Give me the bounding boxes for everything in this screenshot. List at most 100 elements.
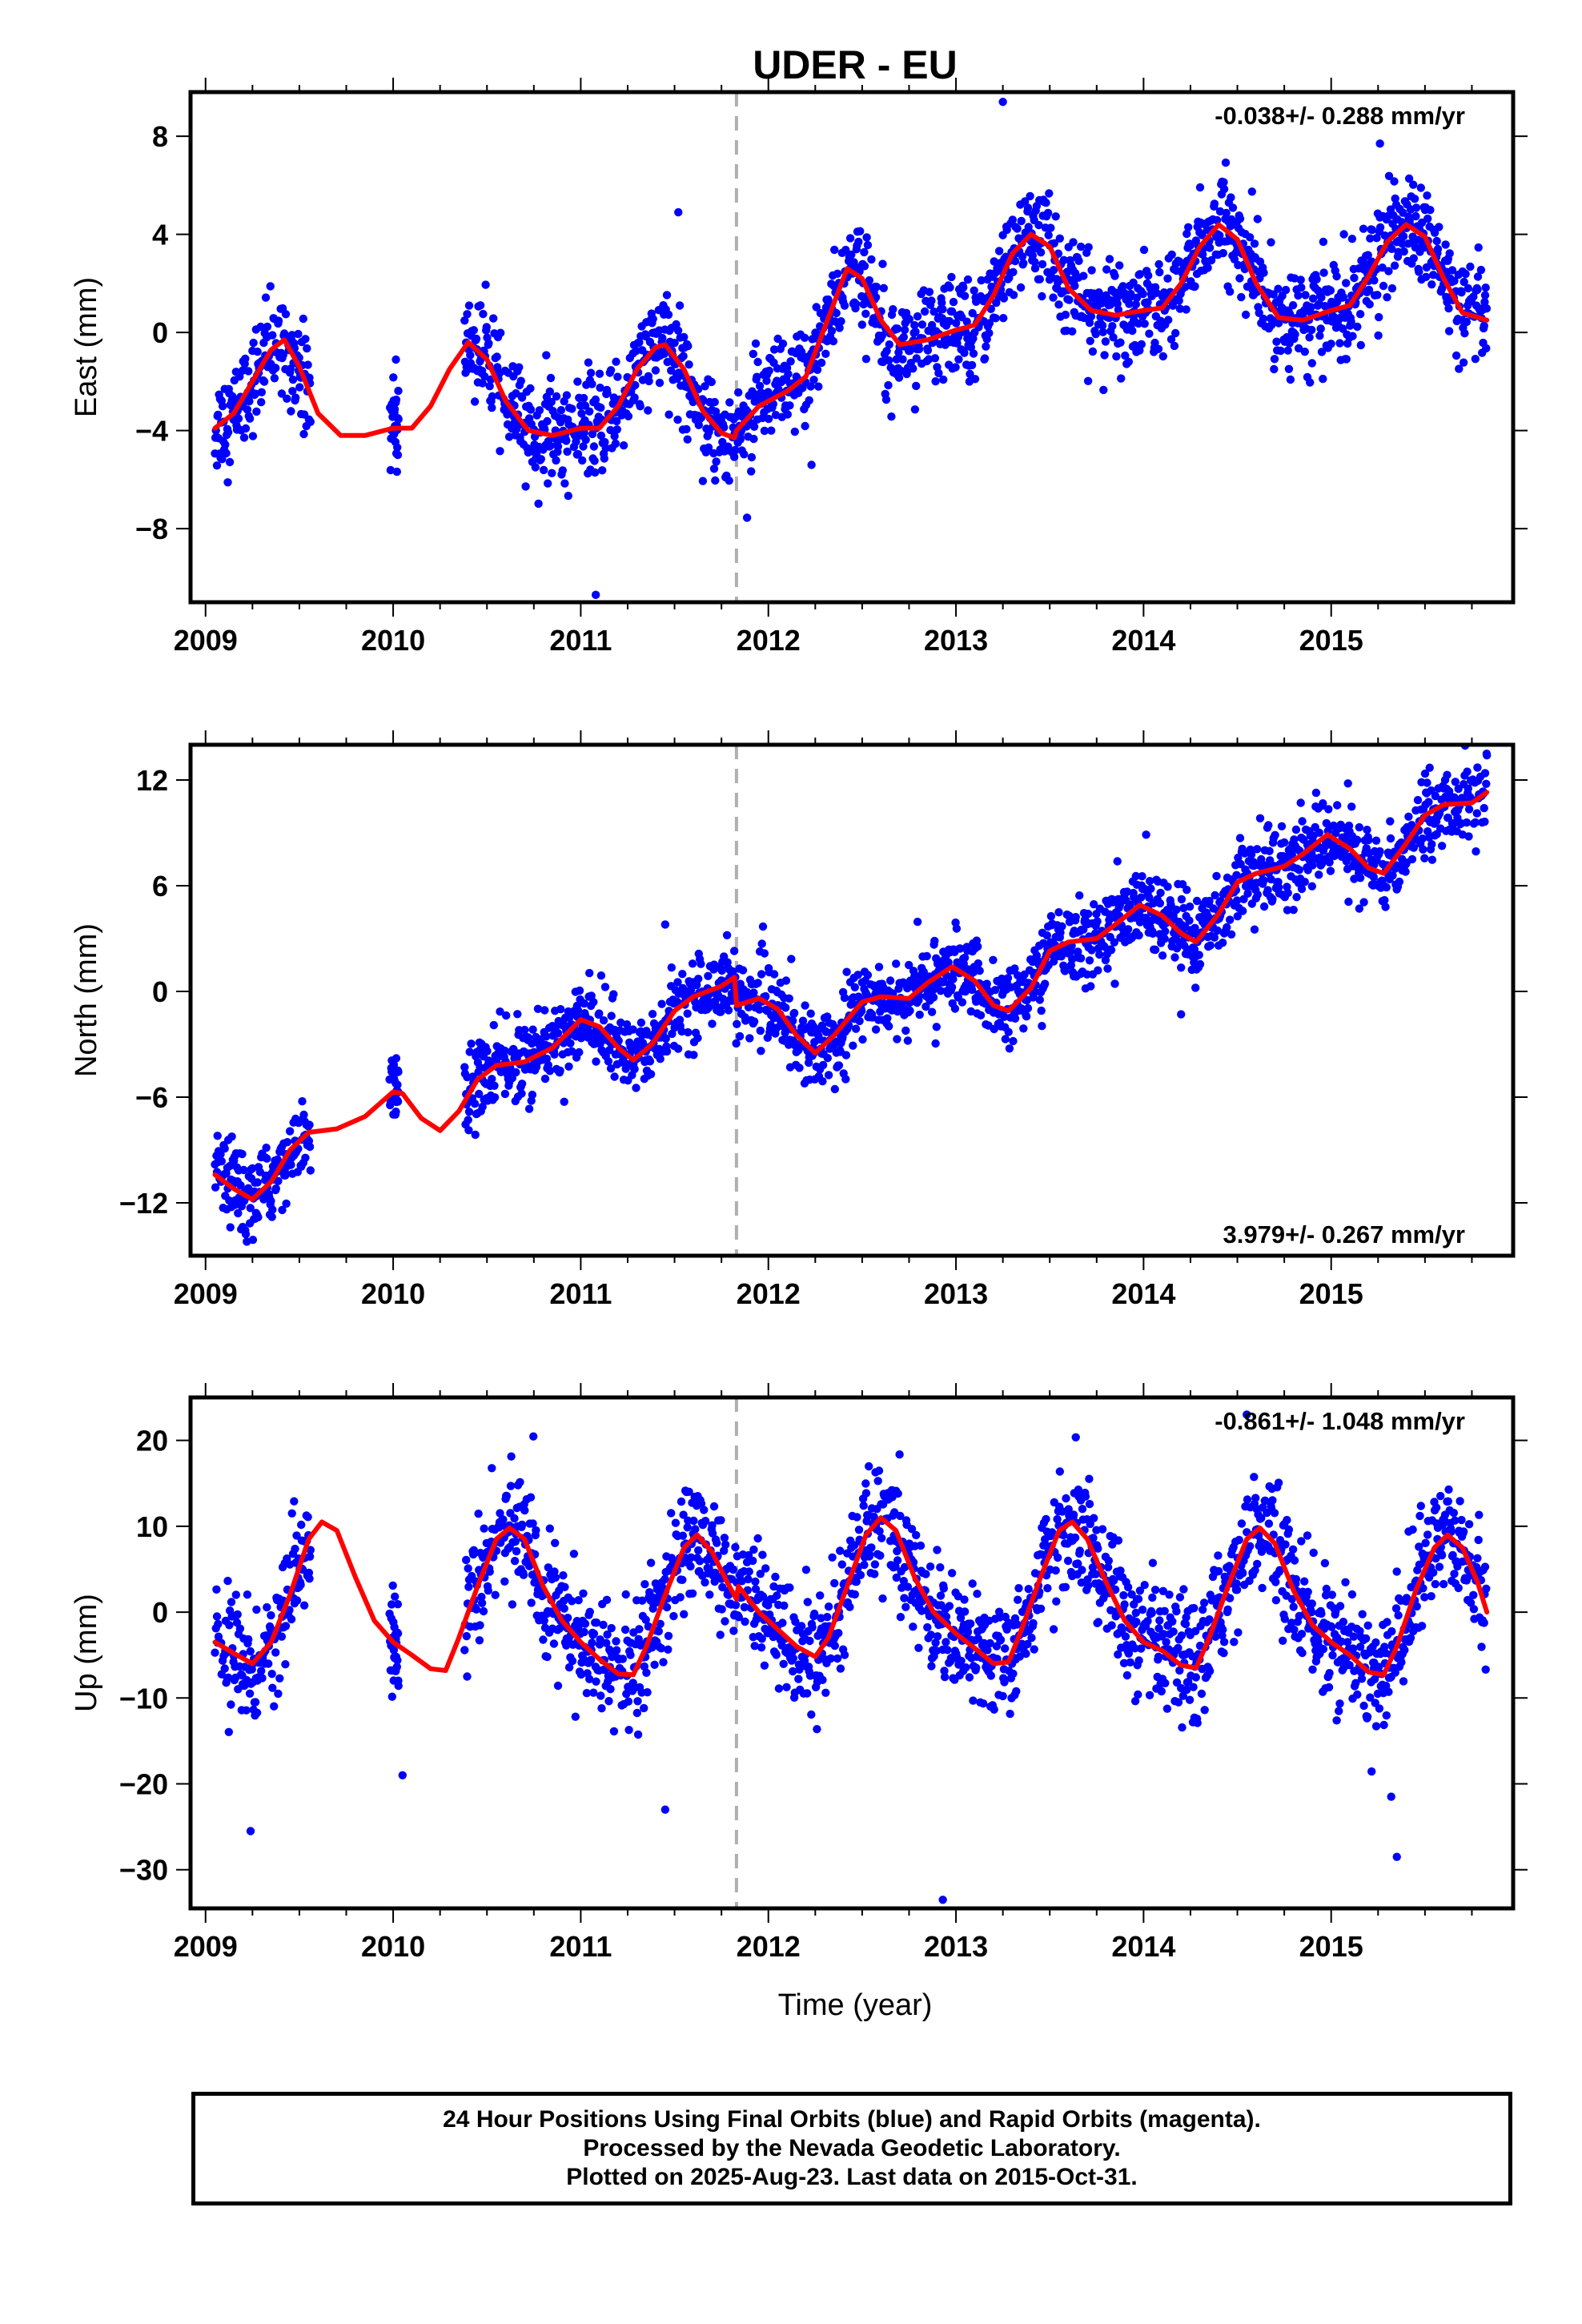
data-point	[648, 1010, 657, 1019]
data-point	[1160, 935, 1169, 943]
data-point	[1347, 235, 1357, 243]
data-point	[542, 1032, 551, 1041]
data-point	[464, 301, 474, 310]
data-point	[303, 360, 312, 369]
data-point	[721, 1617, 729, 1626]
data-point	[932, 1023, 942, 1031]
data-point	[1099, 385, 1108, 395]
data-point	[1382, 883, 1391, 892]
data-point	[720, 1534, 729, 1542]
data-point	[750, 1642, 759, 1651]
data-point	[1085, 318, 1094, 328]
data-point	[306, 417, 315, 426]
data-point	[1270, 355, 1279, 364]
data-point	[698, 476, 708, 485]
data-point	[751, 339, 761, 348]
x-tick-label: 2012	[737, 1277, 801, 1310]
data-point	[512, 1068, 520, 1077]
data-point	[464, 1582, 473, 1591]
data-point	[1195, 183, 1205, 192]
data-point	[612, 1637, 620, 1646]
data-point	[662, 1047, 672, 1056]
data-point	[1235, 834, 1245, 842]
data-point	[708, 1521, 717, 1530]
data-point	[1094, 966, 1102, 975]
north-panel: 2009 2010 2011 2012 2013 2014 2015−12−60612Nor…	[70, 730, 1528, 1310]
data-point	[587, 991, 596, 1000]
data-point	[281, 1171, 290, 1180]
data-point	[1315, 870, 1323, 879]
data-point	[1380, 231, 1390, 240]
data-point	[701, 382, 709, 391]
data-point	[488, 1464, 496, 1473]
data-point	[1473, 285, 1482, 294]
data-point	[1050, 239, 1059, 247]
data-point	[1391, 194, 1399, 203]
data-point	[847, 250, 856, 259]
data-point	[1170, 341, 1179, 351]
data-point	[1383, 293, 1391, 302]
data-point	[883, 1014, 892, 1023]
data-point	[991, 314, 1000, 323]
data-point	[1116, 338, 1125, 347]
data-point	[636, 1641, 645, 1650]
data-point	[1023, 1003, 1033, 1013]
data-point	[760, 426, 769, 436]
data-point	[477, 1598, 487, 1608]
y-tick-label: 20	[136, 1425, 168, 1458]
data-point	[1239, 907, 1247, 915]
data-point	[976, 1011, 986, 1020]
data-point	[1210, 933, 1219, 942]
data-point	[1312, 275, 1321, 283]
data-point	[642, 1668, 651, 1677]
data-point	[789, 1667, 797, 1676]
data-point	[757, 939, 766, 948]
data-point	[1106, 946, 1116, 955]
data-point	[1409, 254, 1419, 263]
data-point	[285, 1127, 295, 1136]
data-point	[912, 381, 921, 391]
data-point	[1246, 233, 1255, 242]
data-point	[1009, 1036, 1018, 1046]
data-point	[239, 1165, 248, 1175]
data-point	[673, 1044, 683, 1053]
data-point	[882, 347, 891, 356]
data-point	[1024, 223, 1033, 231]
data-point	[1287, 850, 1297, 859]
data-point	[817, 1614, 825, 1622]
data-point	[892, 355, 901, 364]
data-point	[856, 227, 865, 235]
data-point	[1182, 886, 1191, 895]
data-point	[778, 1618, 787, 1627]
data-point	[460, 1063, 469, 1072]
data-point	[613, 372, 622, 381]
data-point	[1315, 332, 1324, 340]
data-point	[1462, 818, 1472, 827]
data-point	[917, 320, 927, 329]
x-tick-label: 2011	[549, 624, 612, 657]
data-point	[588, 1638, 596, 1647]
data-point	[502, 1011, 511, 1020]
data-point	[480, 1524, 488, 1533]
data-point	[526, 405, 536, 414]
data-point	[610, 1072, 619, 1081]
data-point	[673, 415, 682, 424]
data-point	[1259, 876, 1268, 885]
data-point	[749, 1017, 759, 1026]
data-point	[1319, 374, 1327, 384]
data-point	[612, 416, 621, 426]
data-point	[755, 1005, 764, 1014]
data-point	[694, 975, 703, 983]
data-point	[630, 393, 639, 402]
data-point	[630, 1064, 639, 1074]
data-point	[539, 465, 548, 475]
x-tick-label: 2011	[549, 1277, 612, 1310]
data-point	[1042, 199, 1050, 207]
data-point	[1161, 927, 1170, 936]
data-point	[807, 1710, 816, 1719]
data-point	[233, 1610, 242, 1619]
data-point	[812, 303, 821, 312]
data-point	[785, 994, 793, 1003]
data-point	[676, 1593, 685, 1602]
data-point	[1049, 266, 1058, 275]
